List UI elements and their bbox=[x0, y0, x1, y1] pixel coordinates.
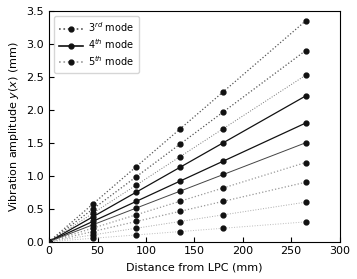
Legend: $3^{rd}$ mode, $4^{th}$ mode, $5^{th}$ mode: $3^{rd}$ mode, $4^{th}$ mode, $5^{th}$ m… bbox=[54, 16, 139, 73]
X-axis label: Distance from LPC (mm): Distance from LPC (mm) bbox=[126, 262, 263, 272]
Y-axis label: Vibration amplitude $y(x)$ (mm): Vibration amplitude $y(x)$ (mm) bbox=[7, 41, 21, 211]
